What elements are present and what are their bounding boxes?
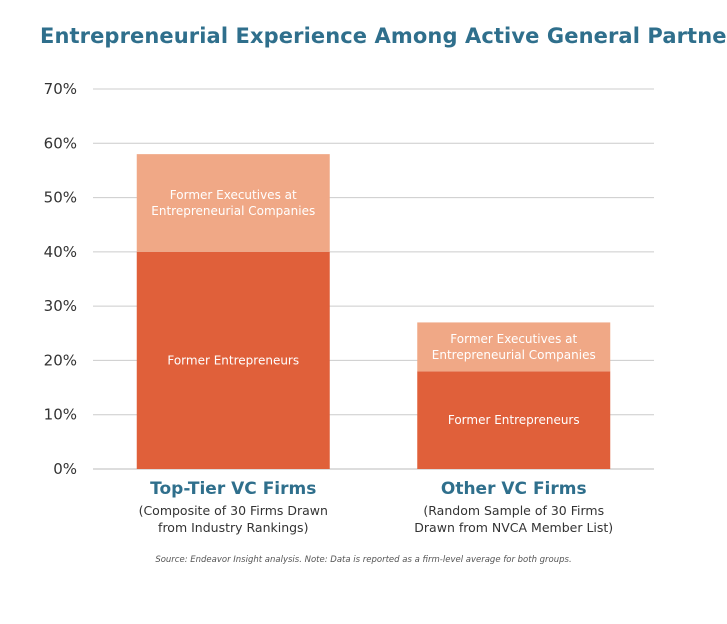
bar-segment-former-executives — [136, 154, 330, 252]
bar-chart: 0% 10% 20% 30% 40% 50% 60% 70% Former Entrepren… — [44, 80, 654, 478]
y-axis-tick-labels: 0% 10% 20% 30% 40% 50% 60% 70% — [44, 80, 77, 478]
y-tick-label: 60% — [44, 134, 77, 152]
segment-label: Entrepreneurial Companies — [151, 204, 315, 218]
y-tick-label: 0% — [53, 460, 77, 478]
y-tick-label: 70% — [44, 80, 77, 98]
bars — [136, 154, 611, 469]
category-title: Other VC Firms — [440, 479, 587, 499]
segment-label: Former Executives at — [450, 332, 577, 346]
category-subtitle: (Composite of 30 Firms Drawn from Industr… — [103, 502, 363, 536]
y-tick-label: 40% — [44, 243, 77, 261]
category-subtitle-line: Drawn from NVCA Member List) — [414, 520, 614, 535]
bar-segment-former-entrepreneurs — [136, 251, 330, 469]
bar-segment-former-entrepreneurs — [417, 371, 611, 469]
y-tick-label: 50% — [44, 189, 77, 207]
category-subtitle-line: (Composite of 30 Firms Drawn — [138, 503, 328, 518]
y-tick-label: 10% — [44, 406, 77, 424]
category-subtitle-line: from Industry Rankings) — [158, 520, 309, 535]
segment-label: Former Executives at — [170, 188, 297, 202]
segment-labels: Former Entrepreneurs Former Executives at… — [151, 188, 595, 427]
category-title: Top-Tier VC Firms — [150, 479, 317, 499]
y-tick-label: 30% — [44, 297, 77, 315]
category-subtitle-line: (Random Sample of 30 Firms — [423, 503, 605, 518]
y-tick-label: 20% — [44, 351, 77, 369]
segment-label: Former Entrepreneurs — [167, 353, 299, 367]
category-subtitle: (Random Sample of 30 Firms Drawn from NVC… — [384, 502, 644, 536]
source-note: Source: Endeavor Insight analysis. Note:… — [155, 555, 572, 565]
segment-label: Entrepreneurial Companies — [432, 348, 596, 362]
chart-title: Entrepreneurial Experience Among Active … — [40, 24, 727, 48]
segment-label: Former Entrepreneurs — [448, 413, 580, 427]
bar-segment-former-executives — [417, 322, 611, 372]
